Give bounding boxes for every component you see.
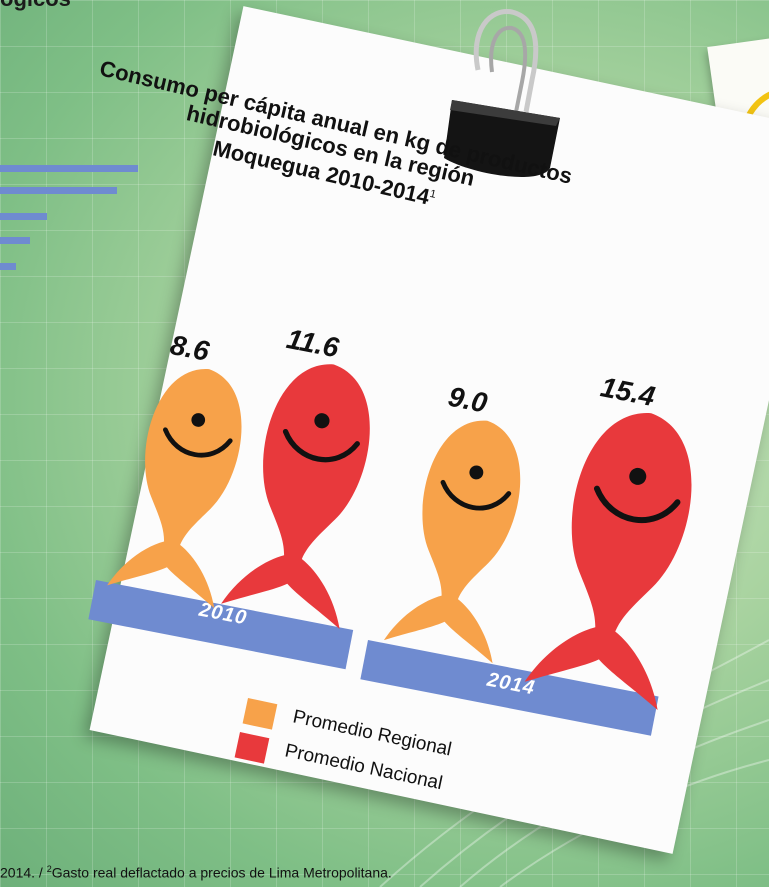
value-label-2014-regional: 9.0: [446, 381, 491, 419]
fish-mark-2014-regional: [383, 420, 521, 664]
decor-bar: [0, 165, 138, 172]
legend-swatch-nacional: [234, 732, 270, 764]
value-label-2014-nacional: 15.4: [598, 371, 658, 412]
footnote-text: 2014. /: [0, 864, 47, 881]
value-label-2010-regional: 8.6: [168, 329, 213, 367]
footnote-sup: 2: [46, 864, 52, 874]
decor-bar: [0, 237, 30, 244]
fish-mark-2014-nacional: [524, 413, 692, 711]
decor-bar: [0, 187, 117, 194]
category-bar-2010: [88, 580, 354, 670]
decor-bar: [0, 263, 16, 270]
fish-mark-2010-nacional: [221, 364, 370, 629]
footnote: 2014. / 2Gasto real deflactado a precios…: [0, 864, 392, 881]
decor-bar: [0, 213, 47, 220]
footnote-rest: Gasto real deflactado a precios de Lima …: [51, 864, 392, 881]
value-label-2010-nacional: 11.6: [284, 323, 342, 364]
page-section-title: ógicos: [0, 0, 71, 12]
category-bar-2014: [360, 640, 659, 736]
legend-swatch-regional: [242, 698, 278, 730]
fish-mark-2010-regional: [107, 369, 242, 609]
